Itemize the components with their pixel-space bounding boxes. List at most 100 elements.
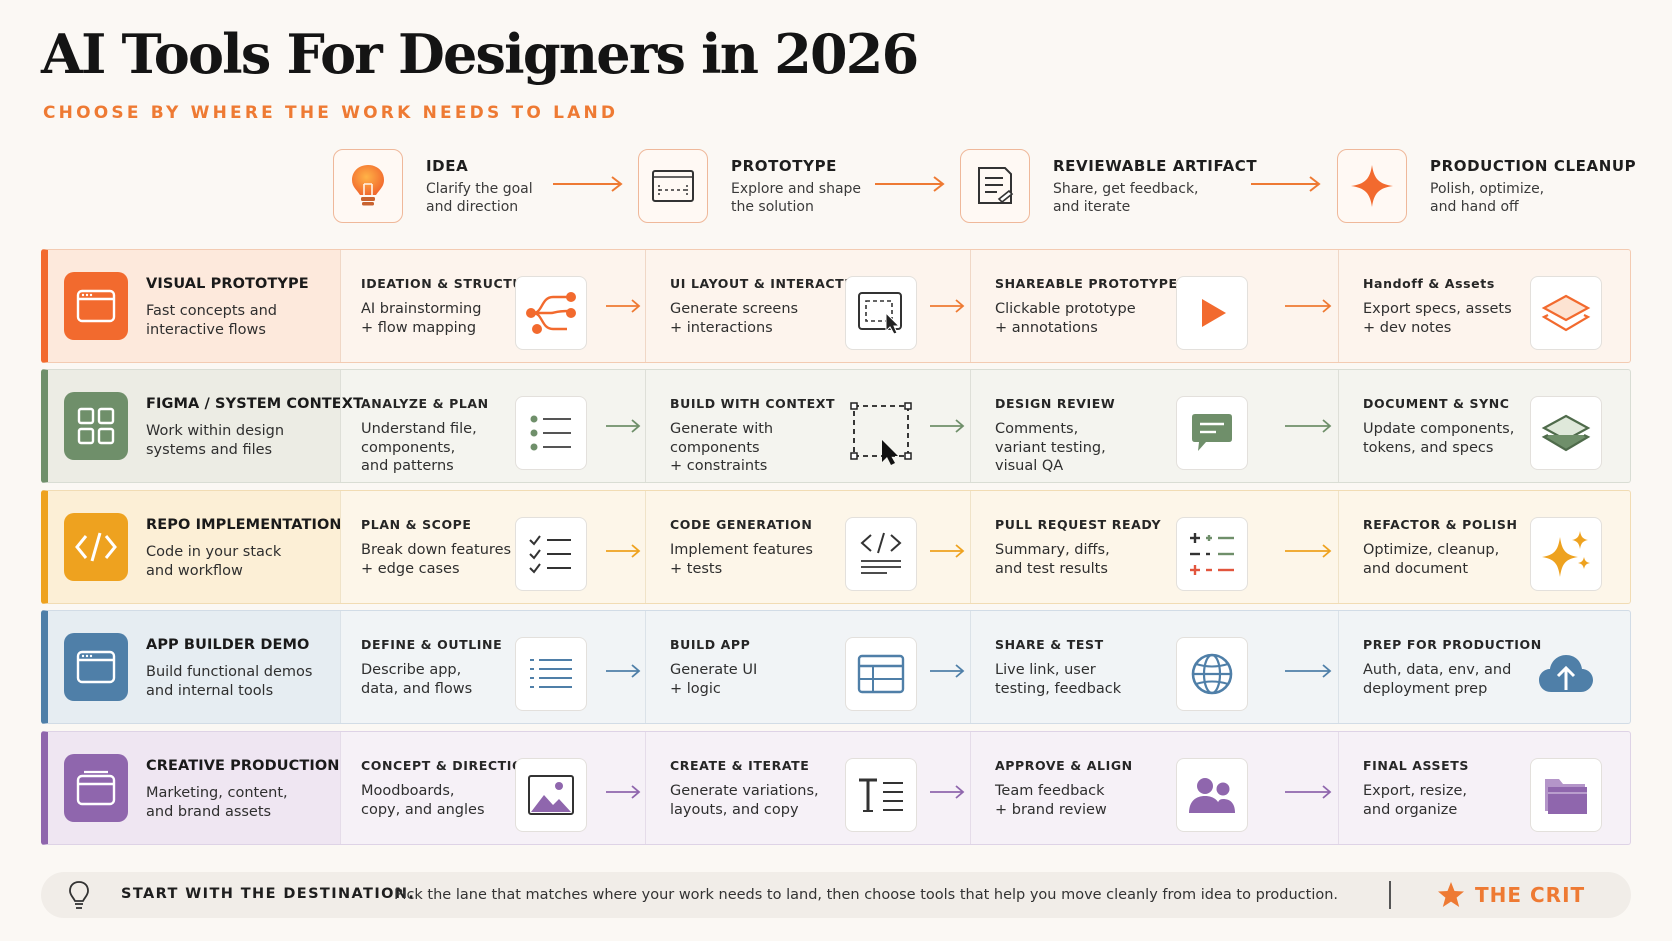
window-stack-icon — [64, 754, 128, 822]
page-title: AI Tools For Designers in 2026 — [41, 22, 919, 86]
step-desc: Implement features + tests — [670, 542, 813, 577]
stage-title: IDEA — [426, 156, 469, 175]
play-icon — [1176, 276, 1248, 350]
step-desc: Clickable prototype + annotations — [995, 301, 1136, 336]
step-label: PULL REQUEST READY — [995, 517, 1162, 532]
lane-repo-implementation: REPO IMPLEMENTATION Code in your stack a… — [41, 490, 1631, 604]
step-desc: Break down features + edge cases — [361, 542, 512, 577]
stage-desc: Clarify the goal and direction — [426, 180, 533, 215]
step-label: ANALYZE & PLAN — [361, 396, 489, 411]
lane-title: VISUAL PROTOTYPE — [146, 276, 309, 292]
step-label: IDEATION & STRUCTURE — [361, 276, 543, 291]
lane-desc: Fast concepts and interactive flows — [146, 303, 278, 338]
layers-icon — [1530, 396, 1602, 470]
stage-reviewable-artifact: REVIEWABLE ARTIFACT Share, get feedback,… — [960, 148, 1257, 224]
lane-category: CREATIVE PRODUCTION Marketing, content, … — [48, 732, 340, 844]
globe-icon — [1176, 637, 1248, 711]
lines-icon — [515, 637, 587, 711]
stage-title: PRODUCTION CLEANUP — [1430, 156, 1637, 175]
arrow-right-icon — [606, 299, 641, 313]
arrow-right-icon — [930, 299, 965, 313]
stage-title: PROTOTYPE — [731, 156, 838, 175]
arrow-right-icon — [1285, 299, 1332, 313]
arrow-right-icon — [1285, 544, 1332, 558]
lane-category: FIGMA / SYSTEM CONTEXT Work within desig… — [48, 370, 363, 482]
step-desc: AI brainstorming + flow mapping — [361, 301, 482, 336]
comment-icon — [1176, 396, 1248, 470]
stage-desc: Explore and shape the solution — [731, 180, 862, 215]
footer-divider — [1389, 881, 1391, 909]
step-desc: Export, resize, and organize — [1363, 783, 1467, 818]
step-desc: Describe app, data, and flows — [361, 662, 473, 697]
brand-logo: THE CRIT — [1475, 883, 1586, 907]
step-label: BUILD APP — [670, 637, 751, 652]
lane-category: VISUAL PROTOTYPE Fast concepts and inter… — [48, 250, 340, 362]
arrow-right-icon — [930, 419, 965, 433]
step-label: UI LAYOUT & INTERACTION — [670, 276, 872, 291]
step-desc: Understand file, components, and pattern… — [361, 421, 477, 474]
step-desc: Live link, user testing, feedback — [995, 662, 1122, 697]
arrow-right-icon — [1251, 176, 1321, 192]
arrow-right-icon — [606, 419, 641, 433]
stage-desc: Share, get feedback, and iterate — [1053, 180, 1199, 215]
list-icon — [515, 396, 587, 470]
layers-icon — [1530, 276, 1602, 350]
step-label: FINAL ASSETS — [1363, 758, 1470, 773]
step-label: SHARE & TEST — [995, 637, 1104, 652]
step-label: SHAREABLE PROTOTYPE — [995, 276, 1178, 291]
code-brackets-icon — [64, 513, 128, 581]
footer-text: Pick the lane that matches where your wo… — [394, 887, 1339, 903]
step-desc: Generate variations, layouts, and copy — [670, 783, 819, 818]
step-label: BUILD WITH CONTEXT — [670, 396, 836, 411]
selection-cursor-icon — [845, 396, 917, 470]
image-icon — [515, 758, 587, 832]
code-icon — [845, 517, 917, 591]
lane-title: APP BUILDER DEMO — [146, 637, 310, 653]
grid-icon — [64, 392, 128, 460]
step-desc: Update components, tokens, and specs — [1363, 421, 1515, 456]
step-label: DESIGN REVIEW — [995, 396, 1116, 411]
star-icon — [1438, 882, 1464, 907]
arrow-right-icon — [606, 785, 641, 799]
sparkle-icon — [1337, 149, 1407, 223]
arrow-right-icon — [606, 544, 641, 558]
arrow-right-icon — [606, 664, 641, 678]
footer-heading: START WITH THE DESTINATION. — [121, 886, 416, 902]
browser-window-icon — [64, 272, 128, 340]
arrow-right-icon — [930, 544, 965, 558]
table-icon — [845, 637, 917, 711]
step-label: PLAN & SCOPE — [361, 517, 472, 532]
step-label: DOCUMENT & SYNC — [1363, 396, 1510, 411]
step-label: CONCEPT & DIRECTION — [361, 758, 535, 773]
browser-window-icon — [64, 633, 128, 701]
wireframe-icon — [638, 149, 708, 223]
step-desc: Generate screens + interactions — [670, 301, 799, 336]
sparkles-icon — [1530, 517, 1602, 591]
arrow-right-icon — [930, 664, 965, 678]
stage-prototype: PROTOTYPE Explore and shape the solution — [638, 148, 861, 224]
lane-desc: Build functional demos and internal tool… — [146, 664, 313, 699]
step-desc: Moodboards, copy, and angles — [361, 783, 485, 818]
arrow-right-icon — [1285, 785, 1332, 799]
stage-desc: Polish, optimize, and hand off — [1430, 180, 1545, 215]
step-desc: Generate UI + logic — [670, 662, 758, 697]
arrow-right-icon — [930, 785, 965, 799]
lane-visual-prototype: VISUAL PROTOTYPE Fast concepts and inter… — [41, 249, 1631, 363]
lane-title: REPO IMPLEMENTATION — [146, 517, 342, 533]
checklist-icon — [515, 517, 587, 591]
screen-cursor-icon — [845, 276, 917, 350]
step-desc: Generate with components + constraints — [670, 421, 774, 474]
team-icon — [1176, 758, 1248, 832]
lane-desc: Code in your stack and workflow — [146, 544, 282, 579]
stage-idea: IDEA Clarify the goal and direction — [333, 148, 533, 224]
diff-icon — [1176, 517, 1248, 591]
arrow-right-icon — [1285, 664, 1332, 678]
lane-desc: Work within design systems and files — [146, 423, 285, 458]
lane-figma-system-context: FIGMA / SYSTEM CONTEXT Work within desig… — [41, 369, 1631, 483]
lane-category: APP BUILDER DEMO Build functional demos … — [48, 611, 340, 723]
document-icon — [960, 149, 1030, 223]
footer-banner: START WITH THE DESTINATION. Pick the lan… — [41, 872, 1631, 918]
folder-icon — [1530, 758, 1602, 832]
cloud-upload-icon — [1530, 637, 1602, 711]
lane-desc: Marketing, content, and brand assets — [146, 785, 288, 820]
